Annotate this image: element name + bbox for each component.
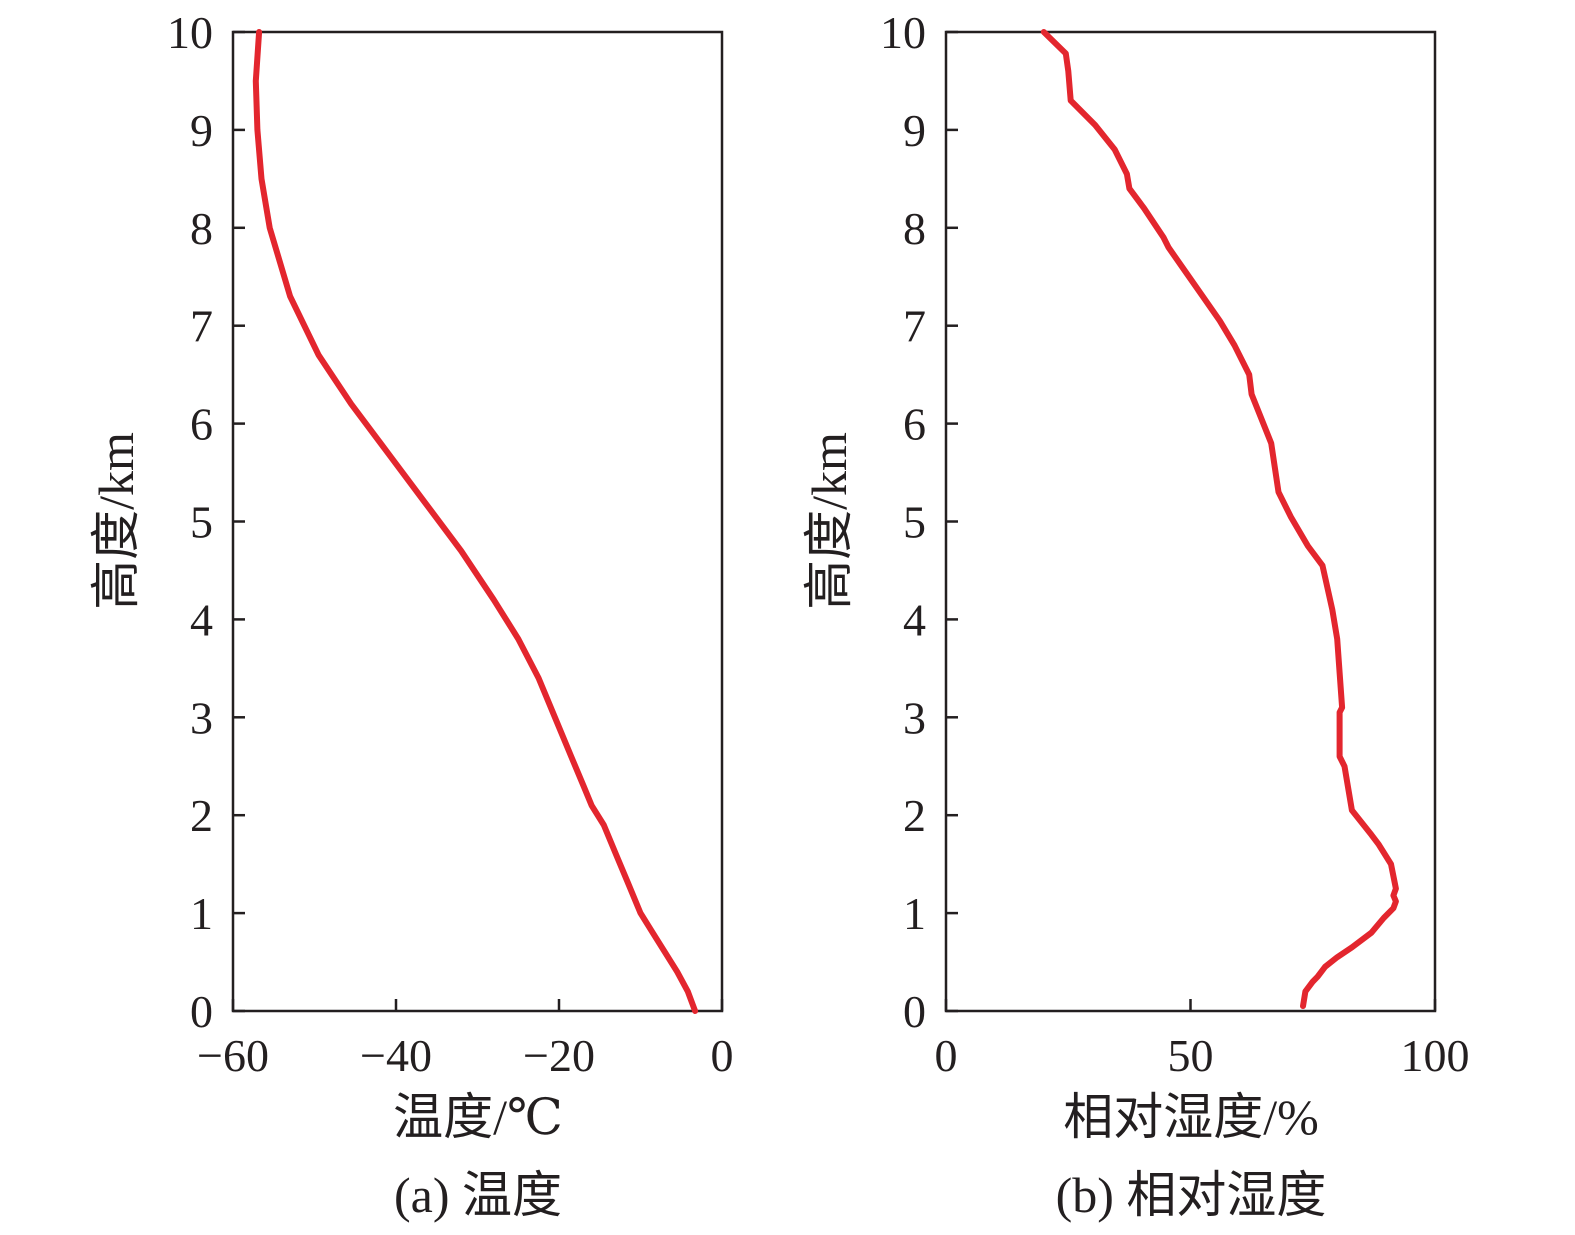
- plot-frame-humidity: [944, 30, 1437, 1013]
- x-tick-label-temperature: −40: [360, 1030, 432, 1081]
- y-tick-label-humidity: 1: [903, 888, 926, 939]
- x-tick-label-temperature: −60: [197, 1030, 269, 1081]
- series-line-humidity: [1040, 29, 1399, 1010]
- ylabel-humidity-panel: 高度/km: [801, 432, 857, 610]
- x-tick-label-temperature: 0: [711, 1030, 734, 1081]
- y-tick-label-temperature: 5: [190, 497, 213, 548]
- y-tick-label-temperature: 1: [190, 888, 213, 939]
- x-tick-label-temperature: −20: [523, 1030, 595, 1081]
- ylabel-temperature-panel: 高度/km: [88, 432, 144, 610]
- y-tick-label-humidity: 6: [903, 399, 926, 450]
- y-tick-label-humidity: 10: [880, 7, 926, 58]
- xlabel-temperature: 温度/℃: [393, 1089, 563, 1145]
- y-tick-label-temperature: 7: [190, 301, 213, 352]
- y-tick-label-temperature: 3: [190, 692, 213, 743]
- y-tick-label-humidity: 7: [903, 301, 926, 352]
- x-tick-label-humidity: 0: [935, 1030, 958, 1081]
- y-tick-label-temperature: 4: [190, 594, 213, 645]
- x-tick-label-humidity: 50: [1168, 1030, 1214, 1081]
- y-tick-label-temperature: 6: [190, 399, 213, 450]
- y-tick-label-humidity: 9: [903, 105, 926, 156]
- plot-frame-temperature: [231, 30, 724, 1013]
- panel-temperature: 高度/km 温度/℃ (a) 温度 0 1 2 3 4 5 6 7 8 9 10 −60 −40 −20 0: [88, 7, 734, 1223]
- y-tick-label-humidity: 5: [903, 497, 926, 548]
- y-tick-label-humidity: 2: [903, 790, 926, 841]
- y-tick-label-temperature: 9: [190, 105, 213, 156]
- y-tick-label-humidity: 0: [903, 986, 926, 1037]
- y-tick-label-temperature: 8: [190, 203, 213, 254]
- xlabel-humidity: 相对湿度/%: [1063, 1089, 1319, 1145]
- y-tick-label-humidity: 8: [903, 203, 926, 254]
- series-line-temperature: [252, 29, 699, 1014]
- y-tick-label-temperature: 10: [167, 7, 213, 58]
- y-tick-label-temperature: 2: [190, 790, 213, 841]
- y-tick-label-humidity: 4: [903, 594, 926, 645]
- x-tick-label-humidity: 100: [1401, 1030, 1470, 1081]
- y-tick-label-temperature: 0: [190, 986, 213, 1037]
- y-tick-label-humidity: 3: [903, 692, 926, 743]
- caption-humidity: (b) 相对湿度: [1056, 1167, 1327, 1223]
- caption-temperature: (a) 温度: [394, 1167, 562, 1223]
